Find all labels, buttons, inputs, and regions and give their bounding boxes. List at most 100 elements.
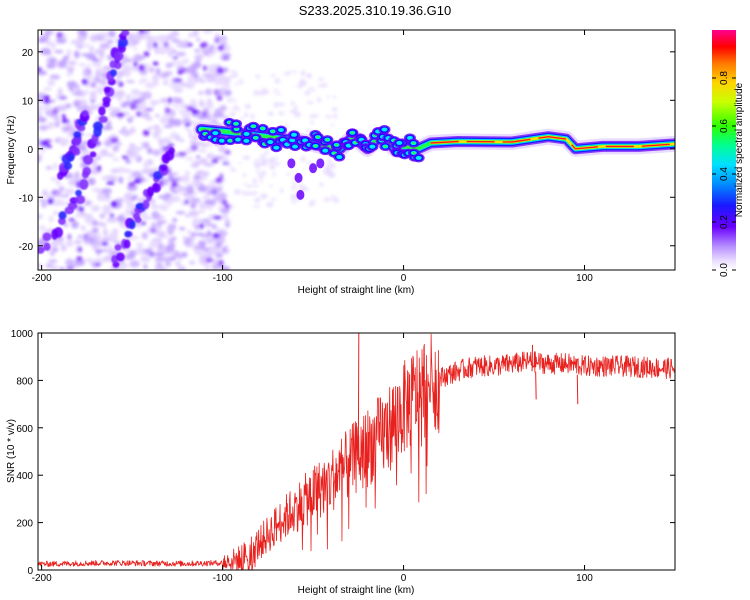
noise-speckle	[195, 224, 200, 228]
noise-blob	[177, 69, 183, 75]
noise-speckle	[322, 169, 328, 174]
track-blob	[124, 230, 132, 238]
track-blob	[63, 162, 73, 170]
noise-speckle	[205, 75, 216, 83]
noise-speckle	[139, 101, 148, 109]
noise-speckle	[118, 176, 124, 184]
noise-speckle	[116, 90, 125, 98]
colorbar-tick-label: 0.0	[719, 263, 730, 277]
noise-speckle	[100, 149, 109, 157]
noise-blob	[224, 204, 232, 209]
spectrogram-x-ticks: -200 -100 0 100	[32, 30, 593, 284]
noise-speckle	[184, 214, 190, 218]
noise-speckle	[159, 51, 166, 55]
noise-speckle	[175, 60, 186, 66]
noise-speckle	[270, 197, 277, 201]
noise-speckle	[159, 72, 170, 79]
colorbar-tick-label: 0.8	[719, 71, 730, 85]
colorbar-label: Normalized spectral amplitude	[734, 82, 745, 217]
noise-speckle	[180, 102, 186, 110]
noise-speckle	[162, 137, 172, 145]
noise-speckle	[145, 115, 153, 121]
snr-x-ticks: -200 -100 0 100	[32, 333, 593, 584]
noise-speckle	[278, 111, 285, 116]
noise-speckle	[294, 105, 298, 111]
noise-speckle	[91, 242, 102, 249]
noise-speckle	[230, 107, 234, 110]
noise-blob	[81, 78, 88, 85]
noise-blob	[214, 177, 223, 184]
ridge-blob-inner	[212, 131, 219, 136]
track-blob	[38, 246, 45, 254]
spectrogram-x-tick-label: 100	[576, 273, 593, 284]
noise-speckle	[84, 43, 90, 48]
noise-blob	[172, 56, 179, 60]
noise-speckle	[48, 57, 57, 64]
noise-speckle	[157, 243, 165, 251]
noise-blob	[167, 97, 173, 104]
noise-blob	[118, 81, 124, 88]
noise-speckle	[181, 110, 192, 119]
noise-speckle	[167, 173, 175, 179]
noise-speckle	[95, 85, 106, 92]
noise-speckle	[202, 30, 214, 34]
noise-speckle	[131, 96, 137, 101]
noise-speckle	[256, 170, 260, 175]
spectrogram-y-tick-label: -20	[19, 242, 34, 253]
noise-speckle	[141, 231, 148, 240]
spectrogram-x-tick-label: -100	[213, 273, 233, 284]
ridge-blob-core	[254, 136, 258, 139]
noise-speckle	[229, 111, 236, 117]
noise-blob	[76, 181, 81, 188]
noise-blob	[212, 232, 221, 240]
noise-speckle	[143, 264, 148, 270]
noise-speckle	[108, 30, 116, 38]
noise-speckle	[265, 150, 269, 155]
ridge-blob-core	[335, 143, 339, 146]
noise-speckle	[238, 162, 242, 165]
noise-speckle	[116, 215, 125, 223]
noise-speckle	[252, 205, 261, 208]
colorbar-gradient	[712, 30, 736, 270]
noise-speckle	[88, 96, 98, 101]
noise-speckle	[299, 83, 307, 87]
noise-speckle	[332, 95, 337, 99]
noise-speckle	[142, 216, 153, 220]
noise-speckle	[193, 72, 199, 79]
noise-speckle	[166, 33, 175, 40]
noise-speckle	[258, 174, 264, 179]
ridge-blob-inner	[291, 132, 298, 137]
track-blob	[79, 178, 89, 190]
noise-blob	[213, 89, 218, 96]
noise-speckle	[263, 193, 268, 199]
noise-speckle	[181, 44, 189, 48]
noise-speckle	[269, 166, 276, 170]
noise-speckle	[204, 263, 211, 270]
noise-speckle	[124, 197, 131, 205]
noise-speckle	[228, 70, 237, 73]
noise-speckle	[135, 155, 140, 160]
noise-speckle	[259, 153, 267, 157]
track-blob	[73, 135, 82, 146]
track-blob	[142, 199, 150, 210]
ridge-blob-core	[412, 151, 416, 155]
snr-frame	[37, 332, 676, 571]
noise-blob	[83, 233, 88, 239]
noise-speckle	[171, 118, 182, 127]
noise-speckle	[135, 242, 144, 247]
noise-blob	[205, 257, 214, 263]
noise-speckle	[112, 144, 120, 153]
noise-speckle	[215, 33, 220, 39]
noise-speckle	[196, 37, 201, 42]
noise-speckle	[163, 124, 174, 128]
noise-speckle	[187, 129, 193, 133]
noise-speckle	[38, 105, 44, 113]
noise-blob	[94, 262, 101, 267]
spectrogram-x-tick-label: 0	[401, 273, 407, 284]
noise-speckle	[128, 41, 133, 48]
noise-blob	[68, 218, 76, 222]
colorbar-tick-label: 0.6	[719, 119, 730, 133]
noise-speckle	[310, 120, 314, 125]
noise-speckle	[68, 87, 75, 92]
snr-x-tick-label: 0	[401, 573, 407, 584]
